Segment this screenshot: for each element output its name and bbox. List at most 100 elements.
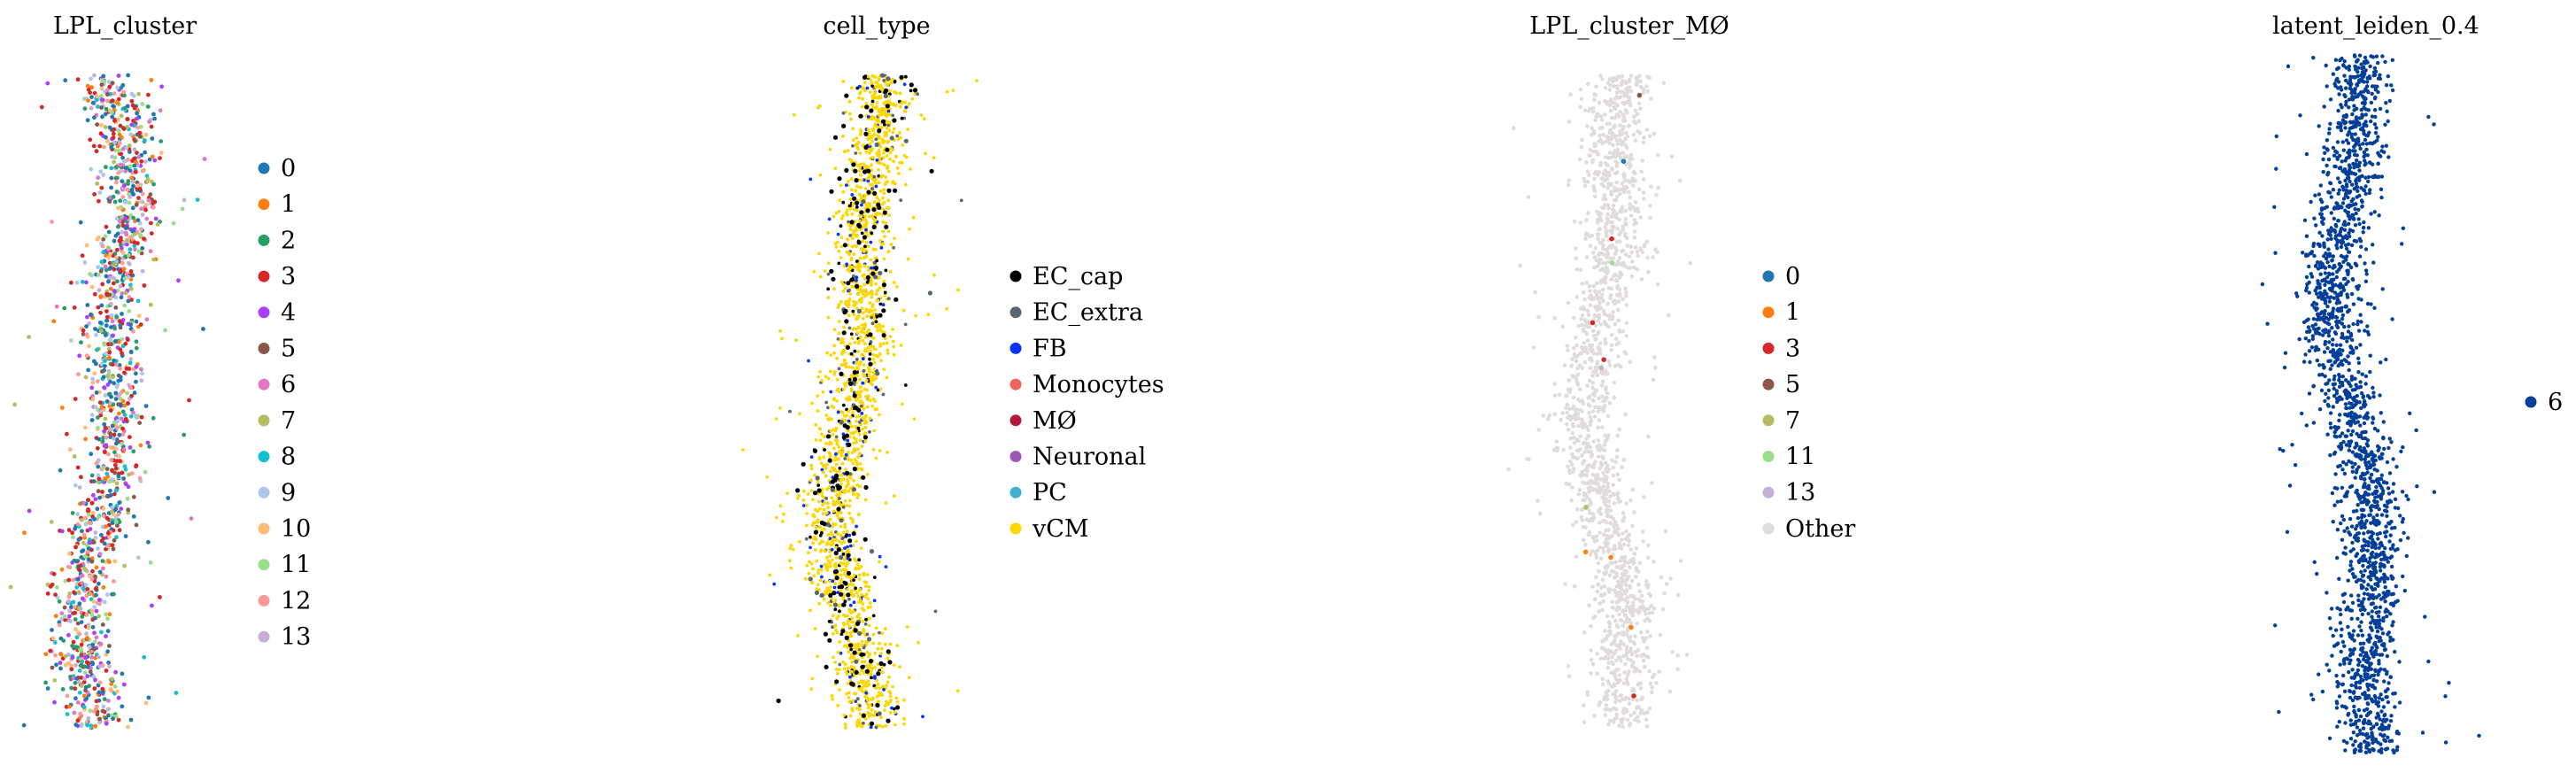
- scatter-point: [1605, 251, 1610, 256]
- scatter-point: [115, 279, 120, 284]
- scatter-point: [858, 185, 862, 189]
- scatter-point: [128, 269, 134, 274]
- scatter-point: [1578, 87, 1583, 92]
- scatter-point: [108, 408, 113, 413]
- scatter-point: [93, 405, 98, 410]
- scatter-point: [106, 245, 111, 251]
- scatter-point: [876, 671, 881, 676]
- scatter-point: [166, 496, 171, 500]
- scatter-point: [121, 158, 127, 164]
- scatter-point: [824, 664, 829, 669]
- scatter-point: [831, 432, 835, 437]
- scatter-point: [855, 374, 860, 378]
- scatter-point: [873, 399, 877, 403]
- scatter-point: [878, 189, 883, 193]
- scatter-point: [1603, 460, 1608, 466]
- scatter-point: [1600, 447, 1605, 452]
- scatter-point: [899, 198, 903, 203]
- scatter-point: [1644, 653, 1649, 659]
- scatter-point: [78, 647, 82, 653]
- scatter-point: [1675, 653, 1681, 658]
- scatter-point: [45, 81, 50, 86]
- scatter-point: [85, 118, 90, 123]
- scatter-point: [1600, 425, 1605, 430]
- scatter-point: [885, 134, 888, 137]
- scatter-point: [187, 398, 191, 403]
- scatter-point: [1611, 517, 1616, 522]
- scatter-point: [877, 85, 881, 89]
- scatter-point: [119, 295, 124, 300]
- scatter-point: [114, 189, 120, 194]
- scatter-point: [85, 587, 90, 591]
- scatter-point: [874, 142, 879, 148]
- scatter-point: [100, 114, 104, 120]
- scatter-point: [1617, 723, 1621, 728]
- scatter-point: [158, 595, 162, 599]
- scatter-point: [845, 530, 849, 533]
- scatter-point: [1603, 112, 1607, 117]
- scatter-point: [1622, 350, 1627, 355]
- scatter-point: [870, 81, 874, 85]
- scatter-point: [143, 700, 149, 706]
- scatter-point: [1620, 537, 1624, 542]
- scatter-point: [120, 147, 126, 151]
- scatter-point: [1585, 441, 1590, 446]
- scatter-point: [909, 89, 913, 93]
- scatter-point: [857, 630, 863, 637]
- scatter-point: [839, 511, 843, 514]
- scatter-point: [881, 156, 886, 160]
- scatter-point: [1652, 355, 1657, 359]
- scatter-point: [801, 499, 806, 502]
- scatter-point: [123, 416, 128, 421]
- scatter-point: [866, 472, 870, 476]
- scatter-point: [838, 603, 842, 607]
- scatter-point: [1618, 191, 1622, 197]
- scatter-point: [108, 286, 113, 291]
- scatter-point: [776, 698, 781, 704]
- scatter-point: [112, 381, 117, 386]
- scatter-point: [92, 73, 97, 78]
- scatter-point: [95, 236, 100, 242]
- scatter-point: [898, 665, 901, 669]
- scatter-point: [840, 461, 845, 466]
- scatter-point: [884, 565, 888, 568]
- scatter-point: [1631, 114, 1636, 120]
- scatter-point: [114, 362, 119, 367]
- scatter-point: [882, 200, 886, 205]
- scatter-point: [865, 208, 870, 213]
- scatter-point: [875, 298, 878, 303]
- scatter-point: [92, 646, 97, 652]
- scatter-point: [834, 556, 839, 560]
- scatter-point: [849, 389, 854, 393]
- scatter-point: [873, 106, 878, 111]
- scatter-point: [855, 483, 859, 487]
- scatter-point: [1611, 256, 1616, 260]
- scatter-point: [128, 282, 133, 288]
- scatter-point: [67, 704, 72, 709]
- scatter-point: [839, 420, 844, 425]
- scatter-point: [848, 544, 853, 548]
- scatter-point: [121, 127, 127, 131]
- scatter-point: [891, 77, 894, 81]
- scatter-point: [859, 285, 863, 289]
- scatter-point: [1572, 584, 1577, 589]
- scatter-point: [883, 182, 887, 187]
- scatter-point: [861, 475, 866, 480]
- scatter-point: [124, 145, 129, 151]
- scatter-point: [98, 94, 104, 98]
- scatter-point: [80, 253, 85, 259]
- scatter-point: [857, 573, 862, 577]
- scatter-point: [858, 452, 862, 455]
- legend-label: vCM: [1032, 515, 1089, 543]
- scatter-point: [795, 488, 801, 493]
- scatter-point: [860, 660, 864, 664]
- scatter-point: [119, 113, 124, 119]
- scatter-point: [854, 361, 858, 366]
- scatter-point: [882, 188, 886, 192]
- scatter-point: [795, 496, 800, 500]
- scatter-point: [144, 216, 150, 221]
- scatter-point: [870, 321, 875, 326]
- scatter-point: [1574, 554, 1579, 559]
- scatter-point: [151, 257, 157, 262]
- scatter-point: [854, 424, 858, 429]
